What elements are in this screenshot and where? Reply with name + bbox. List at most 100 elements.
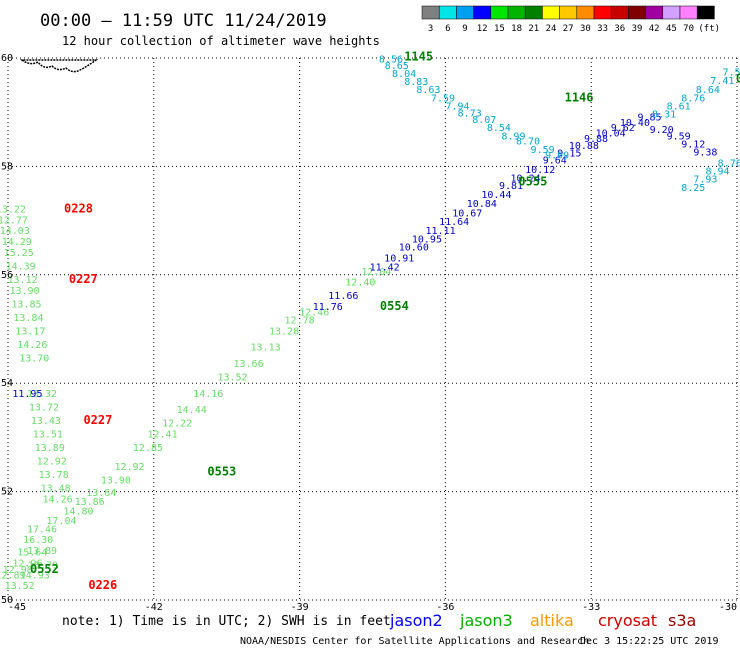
swh-point-label: 12.77 (0, 215, 28, 226)
scale-swatch-0 (421, 5, 440, 20)
swh-point-label: 13.13 (251, 343, 281, 354)
swh-point-label: 9.88 (584, 134, 608, 145)
pass-time-label: 0 (736, 71, 740, 85)
satellite-legend: jason2 jason3 altika cryosat s3a (389, 611, 696, 630)
swh-point-label: 13.51 (33, 429, 63, 440)
scale-unit-label: (ft) (698, 24, 720, 34)
swh-point-label: 8.64 (696, 85, 720, 96)
swh-point-label: 10.60 (399, 242, 429, 253)
scale-label: 39 (632, 24, 643, 34)
swh-point-label: 7.94 (446, 101, 470, 112)
satellite-legend-jason3: jason3 (459, 611, 513, 630)
scale-swatch-8 (559, 5, 578, 20)
scale-label: 33 (597, 24, 608, 34)
swh-point-label: 12.41 (147, 429, 177, 440)
swh-point-label: 8.31 (652, 110, 676, 121)
swh-point-label: 8.76 (718, 158, 740, 169)
pass-time-label: 0227 (83, 413, 112, 427)
swh-point-label: 10.88 (569, 141, 599, 152)
scale-label: 27 (563, 24, 574, 34)
satellite-legend-jason2: jason2 (389, 611, 443, 630)
lat-tick-label: 58 (1, 161, 13, 172)
swh-point-label: 12.85 (133, 443, 163, 454)
swh-point-label: 14.39 (6, 261, 36, 272)
swh-point-label: 13.66 (234, 359, 264, 370)
swh-point-label: 12.78 (285, 316, 315, 327)
swh-point-label: 13.89 (35, 443, 65, 454)
swh-point-label: 9.85 (637, 112, 661, 123)
scale-label: 45 (666, 24, 677, 34)
lon-tick-label: -39 (291, 602, 309, 613)
pass-time-label: 0227 (69, 272, 98, 286)
swh-point-label: 17.04 (46, 516, 76, 527)
swh-point-label: 10.44 (481, 190, 511, 201)
swh-point-label: 14.93 (20, 570, 50, 581)
swh-point-label: 16.30 (23, 535, 53, 546)
swh-point-label: 13.79 (28, 561, 58, 572)
swh-point-label: 11.76 (313, 302, 343, 313)
pass-time-label: 1146 (565, 90, 594, 104)
pass-time-label: 0226 (88, 578, 117, 592)
coastline-fragment (19, 59, 99, 73)
swh-point-label: 13.17 (15, 326, 45, 337)
swh-point-label: 9.59 (531, 145, 555, 156)
swh-point-label: 8.99 (501, 131, 525, 142)
swh-point-label: 14.26 (17, 340, 47, 351)
swh-point-label: 12.22 (162, 419, 192, 430)
lon-tick-label: -45 (8, 602, 26, 613)
swh-point-label: 14.44 (177, 405, 207, 416)
page-subtitle: 12 hour collection of altimeter wave hei… (62, 34, 380, 48)
swh-point-label: 8.70 (516, 137, 540, 148)
pass-time-label: 1145 (404, 50, 433, 64)
scale-swatch-11 (610, 5, 629, 20)
scale-swatch-7 (542, 5, 560, 20)
swh-point-label: 7.41 (710, 76, 734, 87)
swh-point-label: 11.95 (12, 389, 42, 400)
swh-point-label: 11.66 (328, 291, 358, 302)
lon-tick-label: -30 (719, 602, 737, 613)
pass-time-label: 0554 (380, 299, 409, 313)
lon-tick-label: -33 (582, 602, 600, 613)
swh-point-label: 17.46 (27, 524, 57, 535)
lat-tick-label: 56 (1, 270, 13, 281)
swh-point-label: 8.04 (392, 69, 416, 80)
scale-swatch-12 (628, 5, 646, 20)
swh-point-label: 13.22 (0, 204, 26, 215)
swh-point-label: 12.89 (0, 570, 25, 581)
swh-point-label: 10.24 (511, 174, 541, 185)
footer-timestamp: Dec 3 15:22:25 UTC 2019 (580, 636, 718, 647)
satellite-legend-s3a: s3a (668, 611, 696, 630)
swh-point-label: 14.29 (2, 237, 32, 248)
swh-point-label: 13.70 (19, 354, 49, 365)
swh-point-label: 9.81 (499, 181, 523, 192)
swh-point-label: 9.15 (557, 149, 581, 160)
scale-label: 15 (494, 24, 505, 34)
scale-swatch-5 (507, 5, 526, 20)
swh-point-label: 8.25 (681, 183, 705, 194)
swh-point-label: 9.12 (681, 139, 705, 150)
swh-point-label: 10.67 (452, 208, 482, 219)
lon-tick-label: -36 (436, 602, 454, 613)
swh-point-label: 14.03 (0, 226, 30, 237)
swh-point-label: 12.90 (3, 565, 33, 576)
pass-time-label: 0228 (64, 201, 93, 215)
swh-point-label: 8.83 (404, 77, 428, 88)
swh-point-label: 13.32 (27, 389, 57, 400)
scale-swatch-16 (696, 5, 715, 20)
scale-label: 70 (683, 24, 694, 34)
satellite-legend-altika: altika (530, 611, 574, 630)
swh-point-label: 7.59 (431, 93, 455, 104)
swh-point-label: 13.90 (9, 286, 39, 297)
pass-time-labels: 1145 1146 0555 0554 0553 0552 0228 0227 0227 0226… (30, 50, 740, 592)
scale-label: 9 (462, 24, 467, 34)
swh-point-label: 13.64 (86, 488, 116, 499)
swh-point-label: 15.64 (17, 548, 47, 559)
swh-point-label: 9.64 (543, 156, 567, 167)
swh-point-label: 10.84 (467, 199, 497, 210)
swh-observations: 13.5214.9313.7915.6416.3017.4617.0414.80… (0, 54, 740, 592)
scale-label: 6 (445, 24, 450, 34)
swh-point-label: 9.38 (693, 148, 717, 159)
swh-point-label: 12.04 (361, 267, 391, 278)
